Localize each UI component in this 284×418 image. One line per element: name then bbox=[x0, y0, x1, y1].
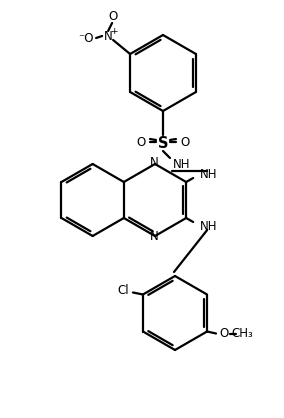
Text: O: O bbox=[136, 135, 146, 148]
Text: O: O bbox=[108, 10, 118, 23]
Text: N: N bbox=[150, 156, 158, 170]
Text: S: S bbox=[158, 135, 168, 150]
Text: Cl: Cl bbox=[117, 284, 129, 297]
Text: +: + bbox=[110, 26, 118, 36]
Text: NH: NH bbox=[173, 158, 191, 171]
Text: O: O bbox=[180, 135, 190, 148]
Text: O: O bbox=[220, 327, 229, 340]
Text: ⁻O: ⁻O bbox=[78, 31, 94, 44]
Text: NH: NH bbox=[200, 219, 218, 232]
Text: N: N bbox=[104, 30, 112, 43]
Text: NH: NH bbox=[200, 168, 218, 181]
Text: CH₃: CH₃ bbox=[231, 327, 253, 340]
Text: N: N bbox=[150, 230, 158, 244]
